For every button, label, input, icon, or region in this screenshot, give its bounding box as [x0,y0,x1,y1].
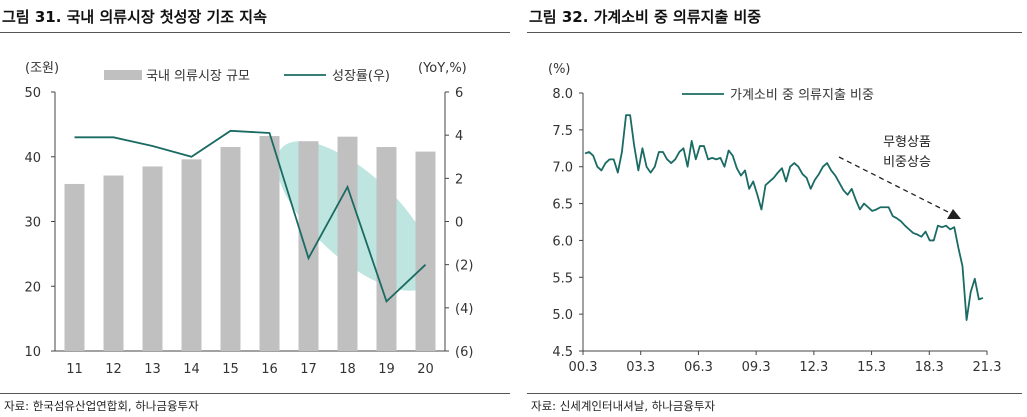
left-y-tick-label: 30 [24,216,41,231]
market-size-bar [142,166,163,351]
legend-line-label: 가계소비 중 의류지출 비중 [730,88,874,103]
x-tick-label: 18.3 [915,360,944,375]
left-title-rule [0,32,510,33]
legend-bar-swatch [104,70,142,80]
left-chart-title: 그림 31. 국내 의류시장 첫성장 기조 지속 [2,8,267,26]
market-size-bar [376,147,397,351]
right-y-tick-label: 6 [455,86,463,101]
market-size-bar [298,141,319,351]
y-tick-label: 6.0 [552,234,573,249]
right-axis-unit-label: (YoY,%) [418,61,467,76]
left-y-tick-label: 50 [24,86,41,101]
trend-arrow-head [947,209,961,219]
x-tick-label: 20 [417,362,434,377]
left-chart-source: 자료: 한국섬유산업연합회, 하나금융투자 [4,399,199,413]
x-tick-label: 21.3 [973,360,1002,375]
right-y-tick-label: 2 [455,172,463,187]
right-y-tick-label: (6) [455,345,473,360]
right-y-tick-label: 4 [455,129,463,144]
x-tick-label: 12.3 [799,360,828,375]
right-y-tick-label: 0 [455,216,463,231]
market-size-bar [259,136,280,351]
x-tick-label: 19 [378,362,395,377]
apparel-share-line [584,114,984,321]
x-tick-label: 06.3 [684,360,713,375]
left-y-tick-label: 40 [24,151,41,166]
x-tick-label: 14 [183,362,200,377]
y-tick-label: 4.5 [552,345,573,360]
left-axis-unit-label: (조원) [25,61,59,76]
x-tick-label: 18 [339,362,356,377]
right-chart-source: 자료: 신세계인터내셔날, 하나금융투자 [531,399,716,413]
x-tick-label: 17 [300,362,317,377]
right-title-rule [527,32,1022,33]
x-tick-label: 15 [222,362,239,377]
y-tick-label: 5.0 [552,308,573,323]
right-chart-title: 그림 32. 가계소비 중 의류지출 비중 [529,8,762,26]
legend-bar-label: 국내 의류시장 규모 [146,69,250,84]
y-tick-label: 5.5 [552,271,573,286]
left-source-rule [0,393,510,394]
market-size-bar [415,151,436,351]
left-chart-panel: 그림 31. 국내 의류시장 첫성장 기조 지속 50 40 30 20 10 6 4 2 0(… [0,0,510,417]
right-source-rule [527,393,1022,394]
x-tick-label: 03.3 [626,360,655,375]
left-y-tick-label: 20 [24,280,41,295]
y-axis-unit-label: (%) [548,62,571,77]
legend-line-label: 성장률(우) [332,69,390,84]
right-y-tick-label: (2) [455,259,473,274]
market-size-bar [181,159,202,351]
market-size-bar [337,136,358,351]
y-tick-label: 8.0 [552,87,573,102]
x-tick-label: 09.3 [742,360,771,375]
trend-arrow-line [838,156,953,215]
x-tick-label: 15.3 [857,360,886,375]
annotation-line-1: 무형상품 [883,135,931,150]
right-chart-panel: 그림 32. 가계소비 중 의류지출 비중 8.0 7.5 7.0 6.5 6.0 5.5… [527,0,1027,417]
y-tick-label: 7.5 [552,124,573,139]
x-tick-label: 13 [144,362,161,377]
left-y-tick-label: 10 [24,345,41,360]
right-chart-svg: 8.0 7.5 7.0 6.5 6.0 5.5 5.0 4.5 (%) 00.3 03.3 06.3 0… [548,62,1002,375]
x-tick-label: 12 [105,362,122,377]
x-tick-label: 11 [66,362,83,377]
x-tick-label: 00.3 [569,360,598,375]
market-size-bar [64,183,85,351]
market-size-bar [103,175,124,351]
right-y-tick-label: (4) [455,302,473,317]
y-tick-label: 6.5 [552,198,573,213]
annotation-line-2: 비중상승 [883,155,931,170]
x-tick-label: 16 [261,362,278,377]
y-tick-label: 7.0 [552,161,573,176]
market-size-bar [220,147,241,351]
growth-rate-line [74,129,427,303]
